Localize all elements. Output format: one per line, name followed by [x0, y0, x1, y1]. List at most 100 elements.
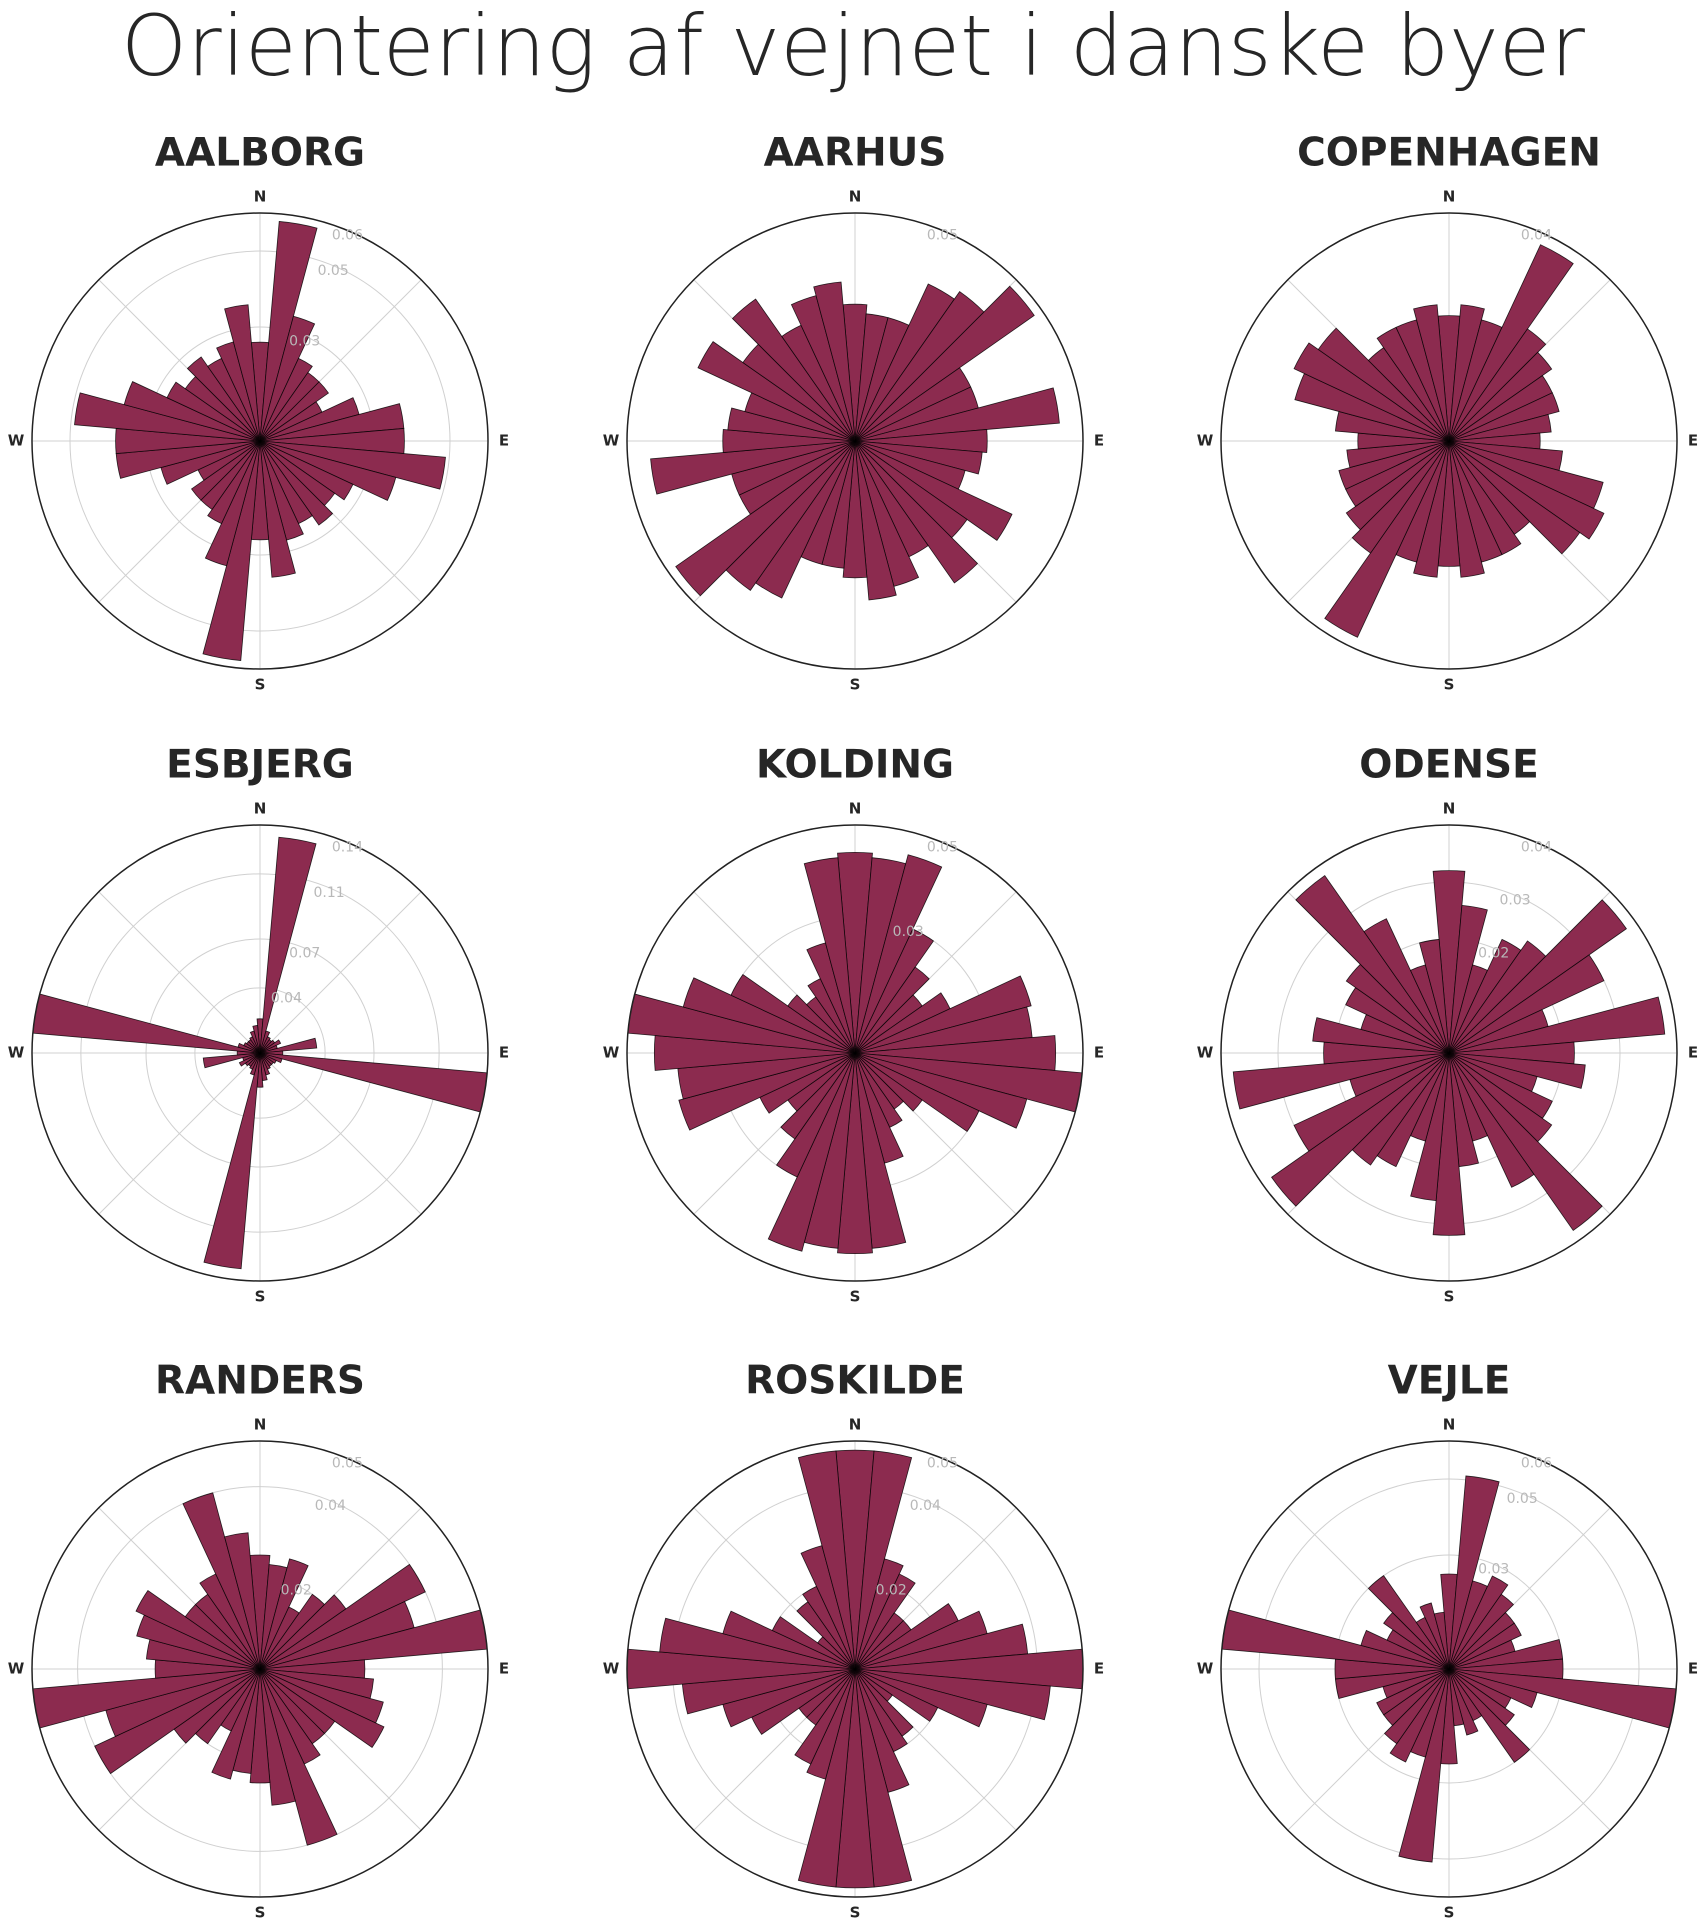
direction-label: S: [850, 676, 861, 694]
bar: [854, 1668, 988, 1728]
bar: [1448, 413, 1552, 442]
bar: [697, 341, 856, 442]
bar: [1448, 392, 1560, 442]
polar-chart: RANDERS 0.02 0.04 0.05 N E S W: [8, 1359, 509, 1922]
bar: [771, 1616, 856, 1670]
bar: [775, 1052, 856, 1178]
polar-frame: [1220, 824, 1678, 1282]
r-tick-label: 0.05: [927, 228, 958, 244]
bar: [166, 381, 261, 442]
bar: [682, 977, 856, 1054]
r-tick-label: 0.04: [1521, 228, 1552, 244]
bar: [1363, 918, 1450, 1054]
direction-label: W: [8, 1044, 25, 1062]
figure-title: Orientering af vejnet i danske byer: [121, 0, 1585, 95]
r-tick-label: 0.06: [1521, 1456, 1552, 1472]
bar: [1419, 1602, 1450, 1670]
bar: [259, 836, 317, 1054]
bar: [1419, 939, 1450, 1054]
polar-chart: KOLDING 0.03 0.05 N E S W: [603, 743, 1104, 1306]
bar: [678, 1052, 856, 1131]
bar: [259, 1668, 296, 1806]
r-tick-label: 0.02: [281, 1582, 312, 1598]
r-tick-label: 0.05: [927, 840, 958, 856]
bar: [1448, 1052, 1603, 1231]
bar: [211, 1668, 261, 1780]
bar: [1293, 1052, 1450, 1152]
direction-label: N: [849, 800, 862, 818]
polar-chart: COPENHAGEN 0.04 N E S W: [1197, 131, 1698, 694]
bar: [259, 440, 354, 501]
chart-title: RANDERS: [155, 1359, 365, 1404]
bar: [186, 356, 261, 442]
polar-frame: [1220, 1440, 1678, 1898]
direction-label: N: [254, 800, 267, 818]
bar: [730, 973, 856, 1054]
grid-ring: [194, 987, 326, 1119]
bar: [1448, 1668, 1479, 1736]
bar: [182, 1492, 261, 1670]
direction-label: W: [8, 432, 25, 450]
bar: [675, 440, 856, 597]
r-tick-label: 0.06: [332, 228, 363, 244]
polar-chart: AALBORG 0.03 0.05 0.06 N E S W: [8, 131, 509, 694]
chart-title: ODENSE: [1359, 743, 1539, 788]
bar: [787, 994, 856, 1054]
r-tick-label: 0.03: [289, 333, 320, 349]
bar: [259, 1668, 338, 1846]
bar: [806, 1668, 856, 1780]
bar: [731, 298, 856, 442]
polar-frame: [626, 1440, 1084, 1898]
bar: [1324, 440, 1450, 638]
bar: [202, 1052, 261, 1069]
bar: [224, 304, 261, 442]
r-tick-label: 0.11: [314, 885, 345, 901]
bar: [1448, 899, 1627, 1054]
bar: [854, 1573, 916, 1670]
bar: [1345, 440, 1450, 531]
bar: [1360, 1629, 1450, 1670]
polar-chart: ROSKILDE 0.02 0.04 0.05 N E S W: [603, 1359, 1104, 1922]
direction-label: S: [255, 1288, 266, 1306]
direction-label: W: [603, 432, 620, 450]
chart-title: AARHUS: [764, 131, 947, 176]
bar: [1448, 351, 1553, 442]
bar: [1448, 1668, 1531, 1763]
bar: [259, 381, 330, 442]
direction-label: N: [254, 188, 267, 206]
bar: [854, 429, 988, 453]
bar: [767, 1052, 856, 1252]
direction-label: E: [1688, 1660, 1698, 1678]
bar: [238, 1052, 261, 1067]
bar: [722, 429, 856, 453]
chart-title: COPENHAGEN: [1297, 131, 1601, 176]
direction-label: S: [1444, 676, 1455, 694]
direction-label: W: [1197, 1044, 1214, 1062]
bar: [854, 1668, 939, 1722]
bar: [1448, 440, 1605, 540]
bar: [202, 440, 261, 661]
polar-frame: [1220, 212, 1678, 670]
polar-chart: AARHUS 0.05 N E S W: [603, 131, 1104, 694]
bar: [1232, 1052, 1450, 1110]
bar: [1432, 1052, 1466, 1236]
r-tick-label: 0.07: [289, 945, 320, 961]
bar: [797, 1450, 856, 1670]
direction-label: W: [8, 1660, 25, 1678]
bar: [259, 440, 296, 578]
r-tick-label: 0.02: [876, 1582, 907, 1598]
r-tick-label: 0.02: [1478, 945, 1509, 961]
bar: [837, 851, 873, 1054]
chart-title: KOLDING: [756, 743, 954, 788]
direction-label: E: [1688, 432, 1698, 450]
bar: [1433, 1611, 1450, 1670]
bar: [797, 1668, 856, 1888]
direction-label: S: [1444, 1288, 1455, 1306]
bar: [854, 928, 935, 1054]
bar: [854, 440, 979, 584]
bar: [259, 315, 316, 442]
bar: [854, 387, 1060, 442]
bar: [780, 1052, 856, 1140]
bar: [1448, 1052, 1535, 1188]
direction-label: N: [1443, 188, 1456, 206]
